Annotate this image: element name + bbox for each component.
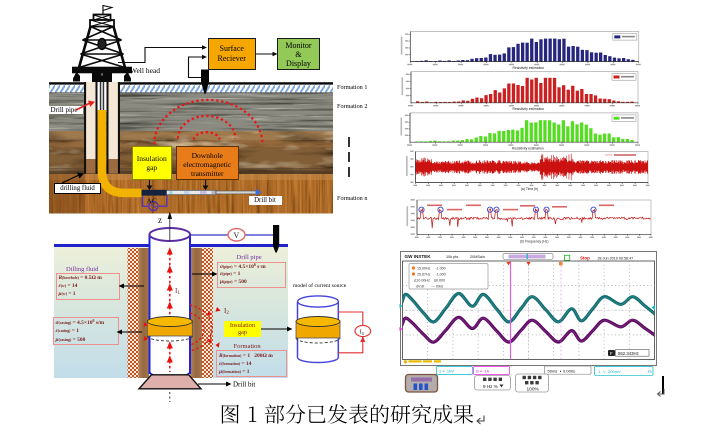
svg-text:50ms ◐ 0.000s: 50ms ◐ 0.000s (548, 368, 576, 373)
svg-text:1 ∿ 200mV: 1 ∿ 200mV (598, 369, 621, 374)
svg-text:Drill bit: Drill bit (233, 381, 255, 389)
svg-text:Resistivity estimation: Resistivity estimation (513, 66, 545, 70)
svg-text:(b) Frequency (Hz): (b) Frequency (Hz) (520, 240, 548, 244)
svg-text:28 Jun 2019 09:58:47: 28 Jun 2019 09:58:47 (598, 256, 634, 260)
svg-text:100%: 100% (527, 387, 540, 393)
svg-text:AC: AC (147, 197, 157, 206)
svg-text:GW INSTEK: GW INSTEK (405, 254, 432, 259)
svg-text:B ≡ 1A: B ≡ 1A (476, 369, 490, 374)
svg-text:(a) Time (h): (a) Time (h) (521, 187, 539, 191)
svg-text:I1: I1 (175, 287, 180, 296)
svg-text:10k pts: 10k pts (446, 255, 458, 259)
svg-text:25.67Hz -1.000: 25.67Hz -1.000 (417, 272, 446, 276)
svg-text:dV:dt --- 0/Hz: dV:dt --- 0/Hz (416, 284, 443, 288)
svg-text:20MSa/s: 20MSa/s (470, 255, 485, 259)
svg-text:0: 0 (362, 331, 365, 336)
svg-text:Pk: Pk (648, 370, 652, 374)
svg-text:Δ10.00Hz Δ0.000: Δ10.00Hz Δ0.000 (414, 278, 445, 282)
svg-text:F: F (610, 351, 613, 356)
svg-text:552.343Hz: 552.343Hz (618, 351, 639, 356)
svg-text:Resistivity estimation: Resistivity estimation (512, 146, 544, 150)
svg-text:V: V (234, 231, 240, 240)
svg-text:1 ≡ 10V: 1 ≡ 10V (439, 369, 454, 374)
svg-text:I2: I2 (224, 307, 229, 316)
svg-text:15.00Hz -1.000: 15.00Hz -1.000 (417, 266, 446, 270)
svg-text:I: I (360, 329, 362, 336)
svg-text:Stop: Stop (580, 256, 590, 261)
svg-text:9 Hz %: 9 Hz % (483, 384, 498, 389)
svg-text:Resistivity estimation: Resistivity estimation (513, 107, 545, 111)
svg-text:z: z (158, 215, 162, 225)
svg-text:1: 1 (398, 304, 399, 309)
